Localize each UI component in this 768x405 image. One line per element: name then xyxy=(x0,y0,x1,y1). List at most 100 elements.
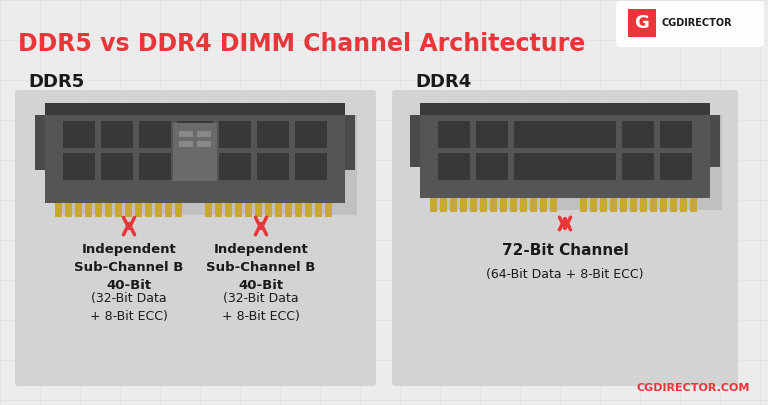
FancyBboxPatch shape xyxy=(490,198,497,212)
FancyBboxPatch shape xyxy=(480,198,487,212)
FancyBboxPatch shape xyxy=(173,123,217,181)
FancyBboxPatch shape xyxy=(45,103,345,115)
FancyBboxPatch shape xyxy=(257,121,289,148)
FancyBboxPatch shape xyxy=(552,153,584,180)
FancyBboxPatch shape xyxy=(65,203,72,217)
Text: CGDIRECTOR.COM: CGDIRECTOR.COM xyxy=(637,383,750,393)
FancyBboxPatch shape xyxy=(179,141,193,147)
FancyBboxPatch shape xyxy=(257,153,289,180)
FancyBboxPatch shape xyxy=(105,203,112,217)
FancyBboxPatch shape xyxy=(432,115,722,210)
FancyBboxPatch shape xyxy=(500,198,507,212)
FancyBboxPatch shape xyxy=(219,153,251,180)
Text: DDR5: DDR5 xyxy=(28,73,84,91)
Text: Independent
Sub-Channel B
40-Bit: Independent Sub-Channel B 40-Bit xyxy=(207,243,316,292)
FancyBboxPatch shape xyxy=(35,115,45,170)
FancyBboxPatch shape xyxy=(55,203,62,217)
FancyBboxPatch shape xyxy=(440,198,447,212)
Text: DDR4: DDR4 xyxy=(415,73,472,91)
FancyBboxPatch shape xyxy=(63,121,95,148)
FancyBboxPatch shape xyxy=(197,141,211,147)
FancyBboxPatch shape xyxy=(139,153,171,180)
FancyBboxPatch shape xyxy=(552,121,584,148)
FancyBboxPatch shape xyxy=(197,131,211,137)
FancyBboxPatch shape xyxy=(510,198,517,212)
FancyBboxPatch shape xyxy=(181,121,213,148)
FancyBboxPatch shape xyxy=(530,198,537,212)
FancyBboxPatch shape xyxy=(392,90,738,386)
FancyBboxPatch shape xyxy=(620,198,627,212)
FancyBboxPatch shape xyxy=(145,203,152,217)
FancyBboxPatch shape xyxy=(610,198,617,212)
FancyBboxPatch shape xyxy=(476,121,508,148)
FancyBboxPatch shape xyxy=(590,198,597,212)
FancyBboxPatch shape xyxy=(135,203,142,217)
FancyBboxPatch shape xyxy=(546,121,578,148)
FancyBboxPatch shape xyxy=(181,153,213,180)
FancyBboxPatch shape xyxy=(600,198,607,212)
FancyBboxPatch shape xyxy=(550,198,557,212)
FancyBboxPatch shape xyxy=(345,115,355,170)
FancyBboxPatch shape xyxy=(325,203,332,217)
FancyBboxPatch shape xyxy=(101,153,133,180)
FancyBboxPatch shape xyxy=(265,203,272,217)
FancyBboxPatch shape xyxy=(584,121,616,148)
Text: CGDIRECTOR: CGDIRECTOR xyxy=(662,18,733,28)
FancyBboxPatch shape xyxy=(219,121,251,148)
FancyBboxPatch shape xyxy=(630,198,637,212)
FancyBboxPatch shape xyxy=(540,198,547,212)
FancyBboxPatch shape xyxy=(115,203,122,217)
FancyBboxPatch shape xyxy=(622,121,654,148)
FancyBboxPatch shape xyxy=(275,203,282,217)
FancyBboxPatch shape xyxy=(295,121,327,148)
FancyBboxPatch shape xyxy=(546,153,578,180)
Text: Independent
Sub-Channel B
40-Bit: Independent Sub-Channel B 40-Bit xyxy=(74,243,184,292)
FancyBboxPatch shape xyxy=(670,198,677,212)
FancyBboxPatch shape xyxy=(660,121,692,148)
FancyBboxPatch shape xyxy=(622,153,654,180)
FancyBboxPatch shape xyxy=(315,203,322,217)
FancyBboxPatch shape xyxy=(680,198,687,212)
FancyBboxPatch shape xyxy=(63,153,95,180)
FancyBboxPatch shape xyxy=(514,121,546,148)
FancyBboxPatch shape xyxy=(125,203,132,217)
FancyBboxPatch shape xyxy=(420,103,710,198)
FancyBboxPatch shape xyxy=(640,198,647,212)
FancyBboxPatch shape xyxy=(410,115,420,167)
FancyBboxPatch shape xyxy=(205,203,212,217)
FancyBboxPatch shape xyxy=(155,203,162,217)
FancyBboxPatch shape xyxy=(295,203,302,217)
FancyBboxPatch shape xyxy=(85,203,92,217)
FancyBboxPatch shape xyxy=(177,153,209,180)
FancyBboxPatch shape xyxy=(295,153,327,180)
FancyBboxPatch shape xyxy=(660,153,692,180)
FancyBboxPatch shape xyxy=(245,203,252,217)
Text: (32-Bit Data
+ 8-Bit ECC): (32-Bit Data + 8-Bit ECC) xyxy=(90,292,168,323)
FancyBboxPatch shape xyxy=(460,198,467,212)
FancyBboxPatch shape xyxy=(420,103,710,115)
FancyBboxPatch shape xyxy=(470,198,477,212)
FancyBboxPatch shape xyxy=(660,198,667,212)
FancyBboxPatch shape xyxy=(57,115,357,215)
FancyBboxPatch shape xyxy=(179,131,193,137)
FancyBboxPatch shape xyxy=(215,203,222,217)
Text: (32-Bit Data
+ 8-Bit ECC): (32-Bit Data + 8-Bit ECC) xyxy=(222,292,300,323)
FancyBboxPatch shape xyxy=(75,203,82,217)
FancyBboxPatch shape xyxy=(628,9,656,37)
FancyBboxPatch shape xyxy=(139,121,171,148)
FancyBboxPatch shape xyxy=(520,198,527,212)
FancyBboxPatch shape xyxy=(450,198,457,212)
FancyBboxPatch shape xyxy=(616,1,764,47)
FancyBboxPatch shape xyxy=(650,198,657,212)
FancyBboxPatch shape xyxy=(95,203,102,217)
FancyBboxPatch shape xyxy=(690,198,697,212)
FancyBboxPatch shape xyxy=(225,203,232,217)
FancyBboxPatch shape xyxy=(175,203,182,217)
FancyBboxPatch shape xyxy=(584,153,616,180)
FancyBboxPatch shape xyxy=(285,203,292,217)
FancyBboxPatch shape xyxy=(438,153,470,180)
FancyBboxPatch shape xyxy=(305,203,312,217)
FancyBboxPatch shape xyxy=(438,121,470,148)
Text: 72-Bit Channel: 72-Bit Channel xyxy=(502,243,628,258)
FancyBboxPatch shape xyxy=(15,90,376,386)
